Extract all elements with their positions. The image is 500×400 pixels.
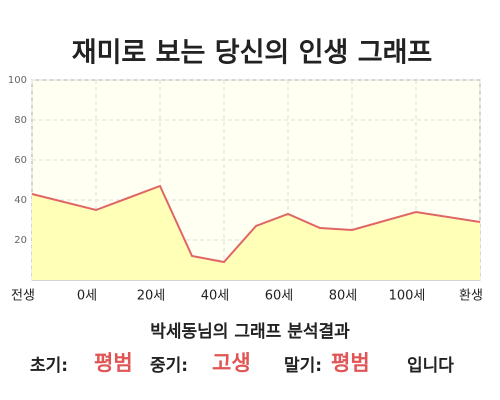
y-tick-label: 60 — [14, 155, 27, 166]
x-tick-label: 환생 — [459, 289, 483, 304]
early-label: 초기: — [30, 356, 68, 376]
late-label: 말기: — [284, 355, 322, 376]
y-tick-label: 80 — [14, 115, 27, 126]
late-result: 평범 — [331, 351, 370, 375]
line — [31, 184, 481, 264]
ending: 입니다 — [407, 356, 454, 376]
y-tick-label: 40 — [14, 195, 27, 206]
x-tick-label: 100세 — [389, 289, 426, 304]
y-tick-label: 100 — [8, 75, 27, 86]
middle-label: 중기: — [150, 356, 188, 376]
x-tick-label: 80세 — [329, 289, 358, 304]
x-tick-label: 40세 — [201, 289, 230, 304]
early-result: 평범 — [94, 351, 133, 375]
chart-title: 재미로 보는 당신의 인생 그래프 — [72, 38, 433, 69]
x-tick-label: 20세 — [137, 289, 166, 304]
result-heading: 박세동님의 그래프 분석결과 — [150, 322, 350, 342]
x-tick-label: 60세 — [265, 289, 294, 304]
area — [32, 186, 480, 280]
y-tick-label: 20 — [14, 235, 27, 246]
middle-result: 고생 — [212, 351, 251, 375]
x-tick-label: 전생 — [11, 289, 35, 304]
plot: 20 40 60 80 100 전생 0세 20세 40세 60세 80세 100세 환생 — [8, 75, 483, 304]
x-tick-label: 0세 — [77, 289, 97, 304]
